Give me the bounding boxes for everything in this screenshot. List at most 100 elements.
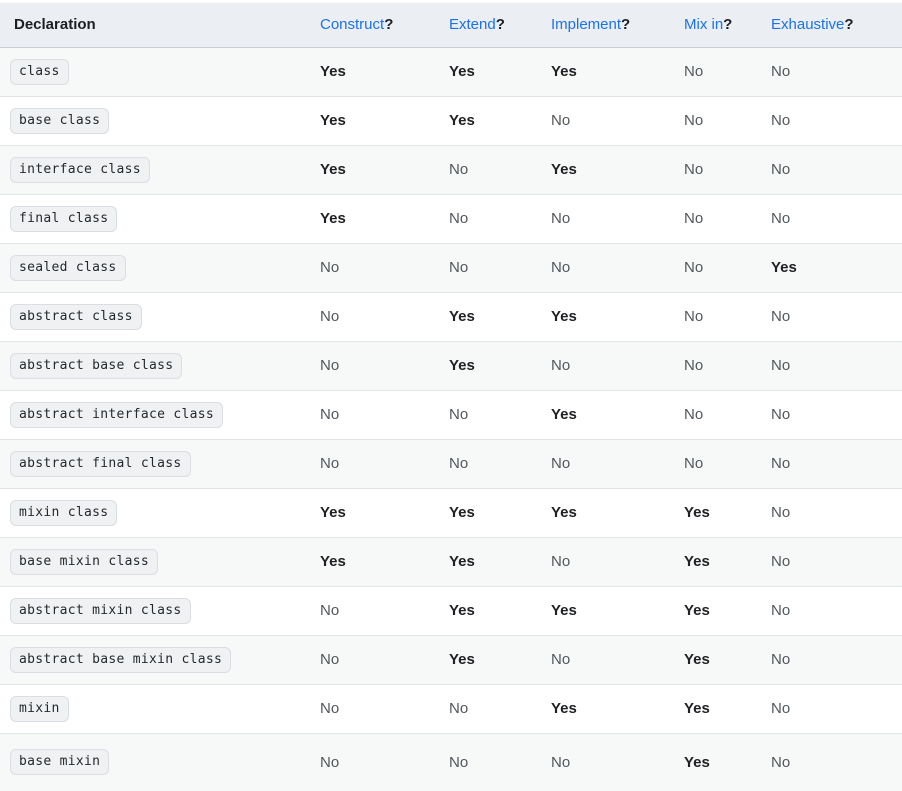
cell-exhaustive: No [771,292,902,342]
question-mark: ? [495,16,505,34]
cell-implement: No [551,635,684,685]
cell-implement: Yes [551,145,684,195]
cell-construct: No [320,635,449,685]
declaration-cell: interface class [0,145,320,195]
declaration-cell: mixin class [0,488,320,538]
declaration-code: base mixin [10,749,110,776]
value-no: No [771,357,791,374]
question-mark: ? [621,16,631,34]
declaration-code: abstract base mixin class [10,646,232,673]
value-no: No [449,161,469,178]
cell-mix-in: No [684,47,771,97]
cell-exhaustive: No [771,145,902,195]
value-no: No [684,63,704,80]
cell-implement: No [551,733,684,791]
value-no: No [320,602,340,619]
cell-mix-in: No [684,194,771,244]
column-header-declaration: Declaration [0,3,320,48]
table-row: base mixin class Yes Yes No Yes No [0,537,902,587]
value-yes: Yes [320,504,346,521]
declaration-cell: abstract base class [0,341,320,391]
cell-construct: Yes [320,145,449,195]
value-no: No [320,357,340,374]
cell-exhaustive: No [771,47,902,97]
value-yes: Yes [551,308,577,325]
exhaustive-link[interactable]: Exhaustive [771,16,845,34]
cell-extend: Yes [449,635,551,685]
declaration-cell: abstract mixin class [0,586,320,636]
declaration-cell: abstract class [0,292,320,342]
table-row: base class Yes Yes No No No [0,96,902,146]
value-no: No [551,651,571,668]
cell-exhaustive: No [771,488,902,538]
table-row: abstract mixin class No Yes Yes Yes No [0,586,902,636]
construct-link[interactable]: Construct [320,16,385,34]
value-no: No [771,308,791,325]
cell-extend: No [449,194,551,244]
value-yes: Yes [684,553,710,570]
cell-extend: No [449,684,551,734]
cell-mix-in: No [684,439,771,489]
cell-exhaustive: No [771,684,902,734]
value-no: No [771,602,791,619]
value-yes: Yes [551,504,577,521]
value-yes: Yes [449,357,475,374]
declaration-cell: base class [0,96,320,146]
cell-construct: Yes [320,96,449,146]
value-yes: Yes [320,63,346,80]
cell-construct: No [320,390,449,440]
table-row: sealed class No No No No Yes [0,243,902,293]
cell-implement: Yes [551,586,684,636]
declaration-code: abstract base class [10,352,183,379]
value-no: No [684,210,704,227]
question-mark: ? [384,16,394,34]
cell-construct: Yes [320,47,449,97]
cell-extend: No [449,733,551,791]
extend-link[interactable]: Extend [449,16,496,34]
cell-mix-in: Yes [684,488,771,538]
cell-implement: No [551,96,684,146]
value-yes: Yes [771,259,797,276]
cell-construct: Yes [320,194,449,244]
value-no: No [449,210,469,227]
cell-mix-in: Yes [684,635,771,685]
mix-in-link[interactable]: Mix in [684,16,724,34]
table-header-row: Declaration Construct? Extend? Implement? M… [0,3,902,48]
cell-exhaustive: No [771,341,902,391]
value-yes: Yes [320,112,346,129]
value-yes: Yes [551,602,577,619]
cell-mix-in: No [684,390,771,440]
value-yes: Yes [684,602,710,619]
cell-implement: Yes [551,47,684,97]
value-no: No [771,112,791,129]
cell-implement: Yes [551,488,684,538]
implement-link[interactable]: Implement [551,16,622,34]
cell-construct: Yes [320,537,449,587]
declaration-code: base mixin class [10,548,159,575]
value-yes: Yes [320,210,346,227]
value-no: No [449,455,469,472]
value-no: No [320,753,340,771]
declaration-cell: sealed class [0,243,320,293]
declaration-code: interface class [10,156,150,183]
cell-mix-in: Yes [684,733,771,791]
cell-implement: No [551,194,684,244]
cell-mix-in: Yes [684,537,771,587]
declaration-header-label: Declaration [14,16,96,34]
value-no: No [684,112,704,129]
cell-construct: No [320,292,449,342]
value-no: No [551,553,571,570]
cell-extend: Yes [449,537,551,587]
cell-exhaustive: No [771,439,902,489]
value-no: No [684,161,704,178]
cell-construct: No [320,341,449,391]
cell-exhaustive: No [771,733,902,791]
table-row: base mixin No No No Yes No [0,733,902,791]
column-header-mix-in: Mix in? [684,3,771,48]
declaration-cell: mixin [0,684,320,734]
cell-extend: Yes [449,341,551,391]
cell-mix-in: No [684,145,771,195]
declaration-cell: abstract base mixin class [0,635,320,685]
value-no: No [449,753,469,771]
value-no: No [551,455,571,472]
